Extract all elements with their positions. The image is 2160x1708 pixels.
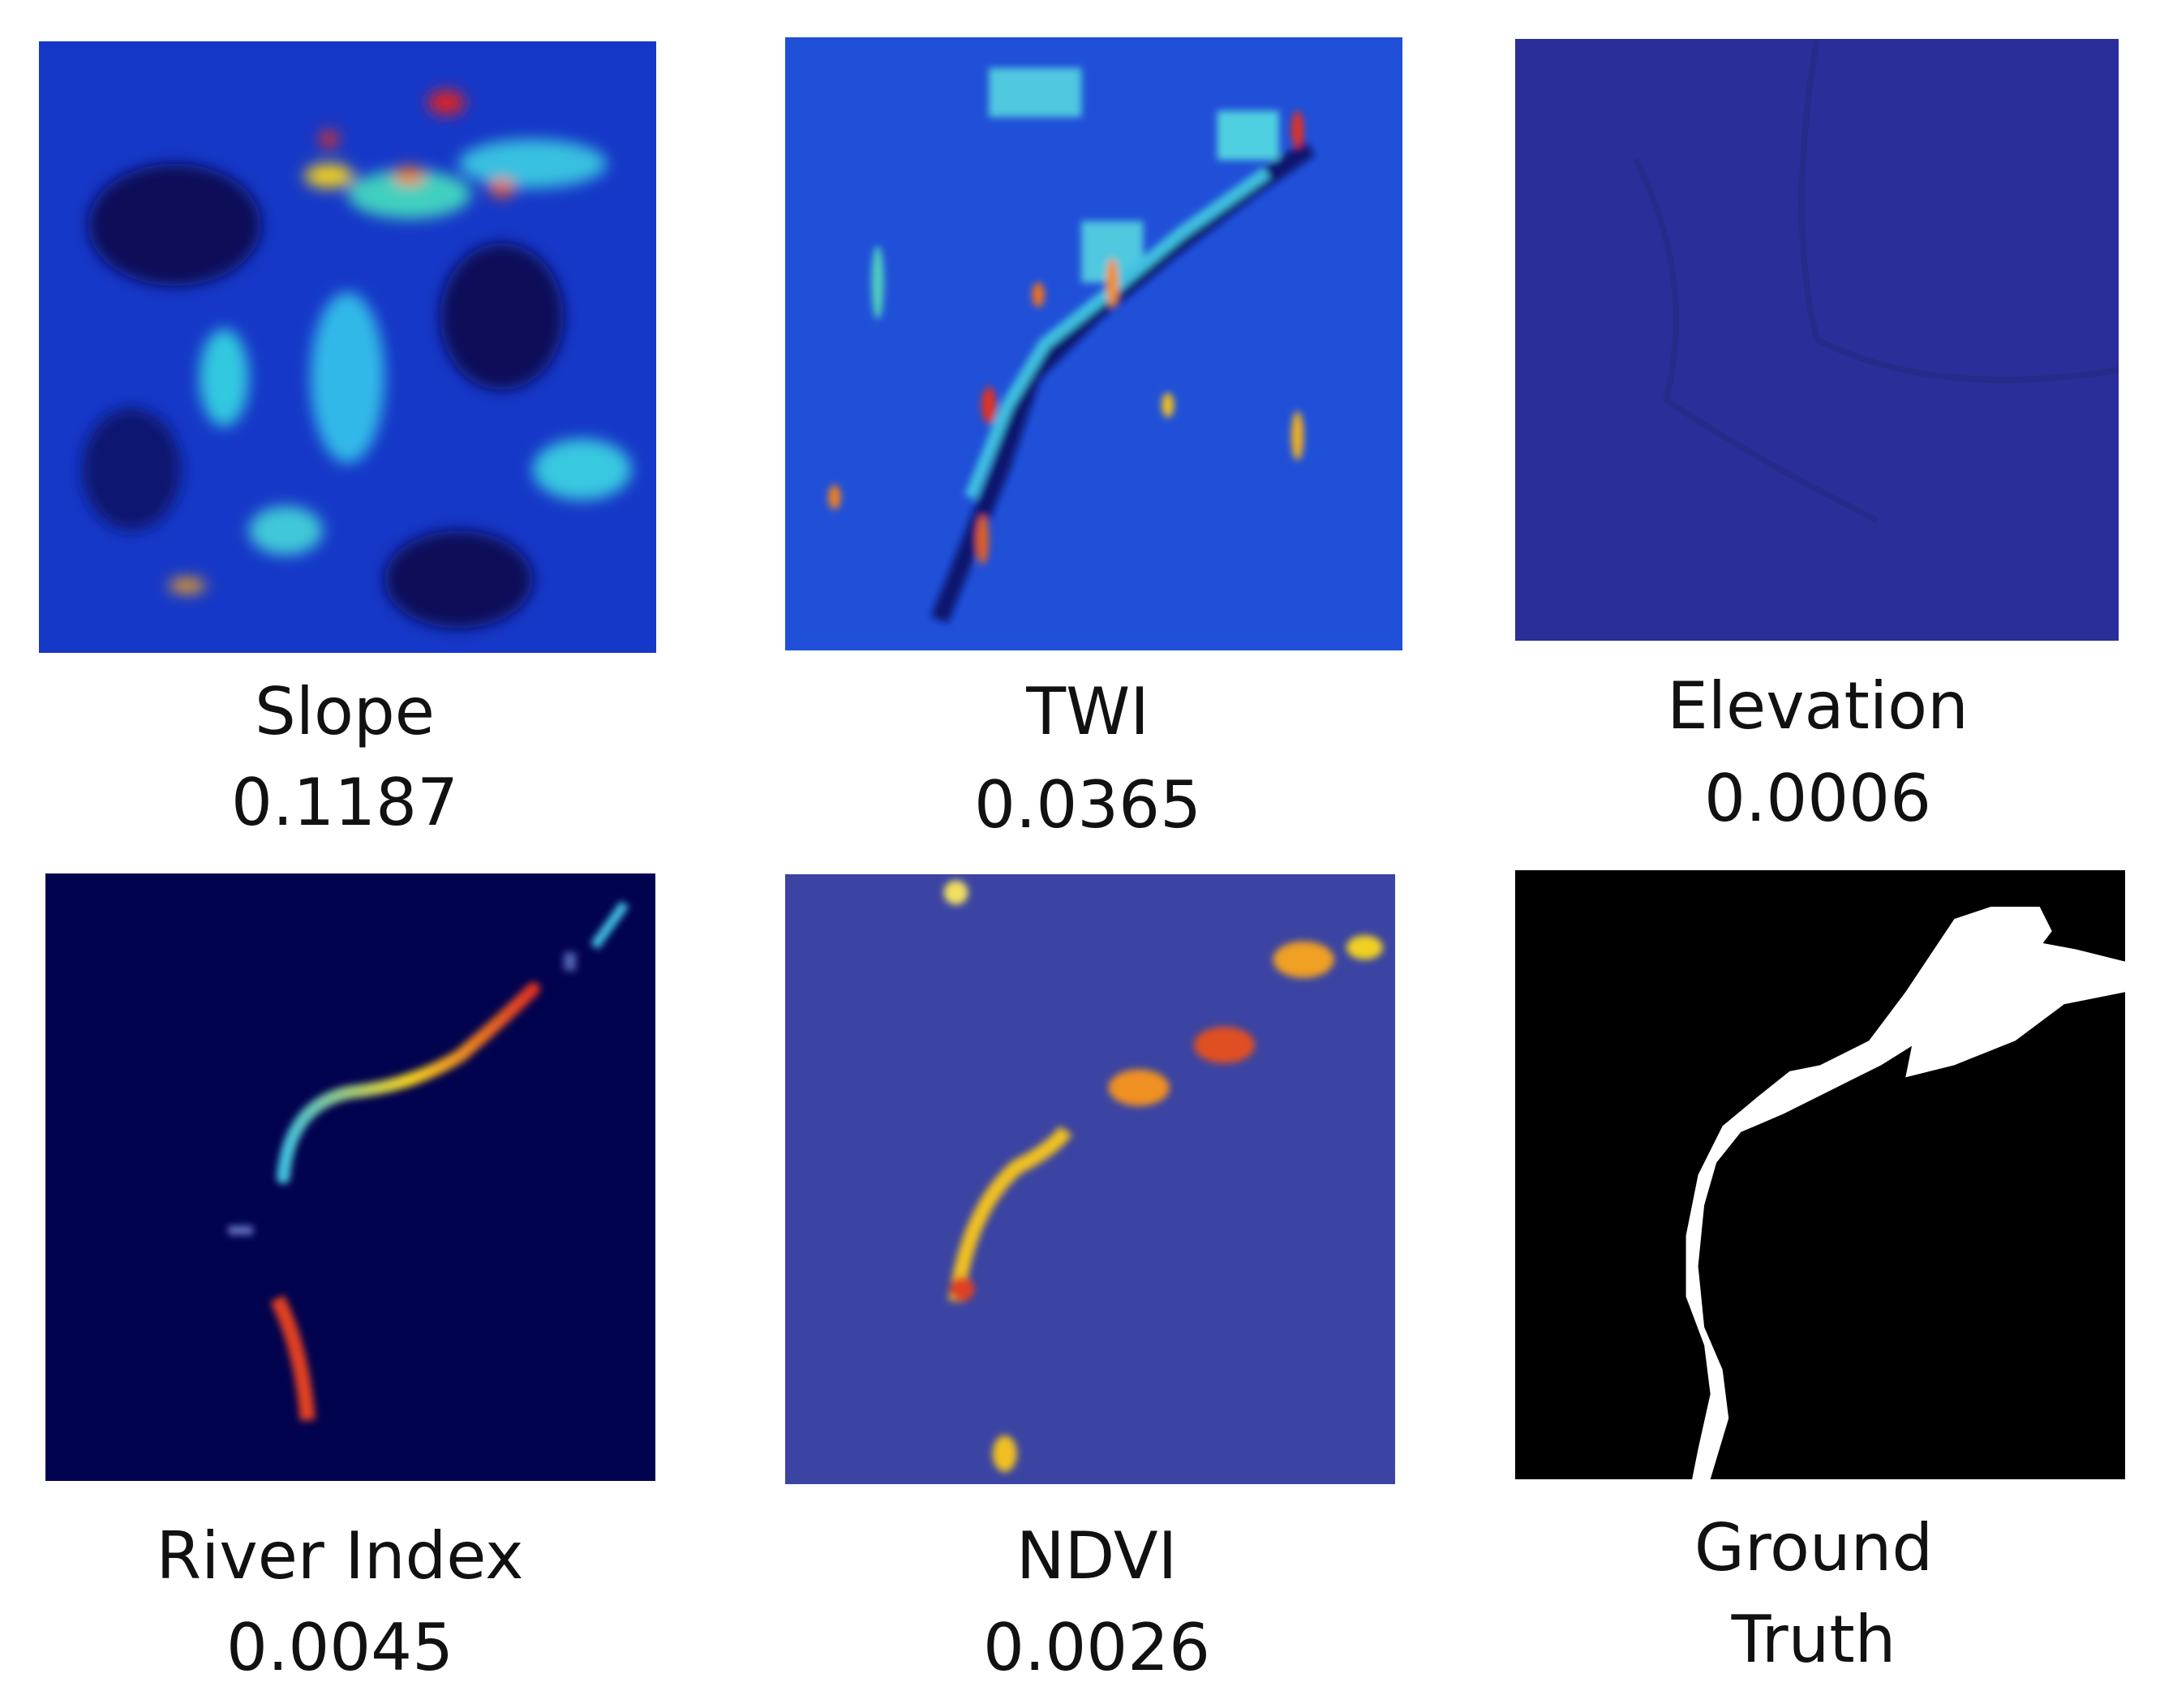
panel-label: Slope xyxy=(255,674,435,749)
slope-map xyxy=(39,41,656,653)
ground-truth-mask xyxy=(1515,870,2125,1479)
panel-value: 0.1187 xyxy=(231,765,458,840)
panel-label: River Index xyxy=(156,1518,524,1594)
elevation-map xyxy=(1515,39,2119,641)
ndvi-map xyxy=(785,874,1395,1484)
panel-value: 0.0026 xyxy=(983,1610,1210,1685)
panel-label: Elevation xyxy=(1667,668,1969,744)
panel-value: 0.0045 xyxy=(226,1610,453,1685)
panel-label: Ground Truth xyxy=(1694,1510,1934,1677)
panel-label: TWI xyxy=(1026,674,1149,749)
panel-value: 0.0365 xyxy=(974,767,1201,843)
twi-map xyxy=(785,37,1402,650)
river-index-map xyxy=(45,873,655,1481)
panel-label: NDVI xyxy=(1016,1518,1178,1594)
panel-value: 0.0006 xyxy=(1704,761,1931,836)
